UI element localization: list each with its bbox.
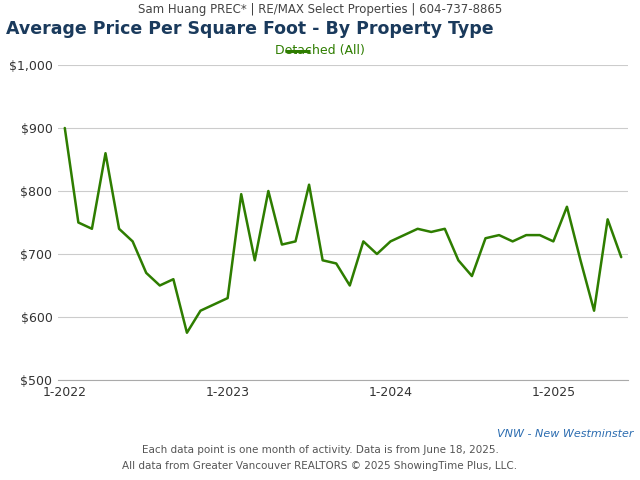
Text: Average Price Per Square Foot - By Property Type: Average Price Per Square Foot - By Prope… xyxy=(6,20,494,38)
Text: VNW - New Westminster: VNW - New Westminster xyxy=(497,429,634,439)
Text: Each data point is one month of activity. Data is from June 18, 2025.: Each data point is one month of activity… xyxy=(141,444,499,455)
Text: All data from Greater Vancouver REALTORS © 2025 ShowingTime Plus, LLC.: All data from Greater Vancouver REALTORS… xyxy=(122,461,518,471)
Text: Detached (All): Detached (All) xyxy=(275,44,365,57)
Text: Sam Huang PREC* | RE/MAX Select Properties | 604-737-8865: Sam Huang PREC* | RE/MAX Select Properti… xyxy=(138,2,502,15)
